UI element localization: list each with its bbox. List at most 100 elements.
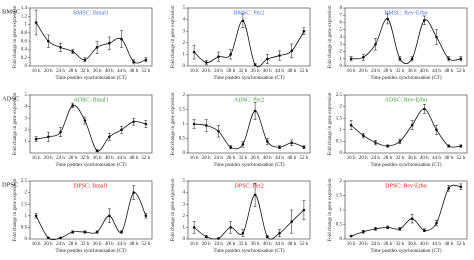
x-tick-label: 48 h <box>444 242 453 247</box>
x-tick-label: 36 h <box>93 242 102 247</box>
chart-title: BMSC: Rev-Erbα <box>384 10 428 16</box>
x-tick-label: 52 h <box>142 69 151 74</box>
y-tick-label: 2 <box>183 41 186 46</box>
y-tick-label: 1.5 <box>336 194 343 199</box>
x-tick-label: 48 h <box>444 69 453 74</box>
x-tick-label: 28 h <box>226 156 235 161</box>
x-tick-label: 28 h <box>383 156 392 161</box>
x-tick-label: 36 h <box>251 242 260 247</box>
x-tick-label: 16 h <box>190 69 199 74</box>
plot-frame <box>29 94 153 154</box>
point <box>47 39 50 43</box>
y-tick-label: 5 <box>340 28 343 33</box>
point <box>253 109 257 113</box>
y-tick-label: 1.2 <box>21 14 28 19</box>
x-tick-label: 16 h <box>347 156 356 161</box>
x-tick-label: 20 h <box>202 242 211 247</box>
x-tick-label: 28 h <box>226 69 235 74</box>
point <box>205 235 208 238</box>
point <box>144 214 148 218</box>
point <box>423 107 426 111</box>
x-tick-label: 24 h <box>371 242 380 247</box>
x-tick-label: 20 h <box>44 69 53 74</box>
x-tick-label: 44 h <box>432 69 441 74</box>
point <box>302 208 306 212</box>
point <box>362 56 365 59</box>
line <box>350 184 461 237</box>
point <box>410 57 414 61</box>
point <box>386 17 390 21</box>
y-axis-label: Fold change in gene expression <box>171 92 176 156</box>
chart-title: ADSC: Per2 <box>234 97 264 103</box>
point <box>253 63 257 67</box>
line <box>35 22 147 64</box>
plot-frame <box>29 7 153 67</box>
y-tick-label: 0 <box>183 151 186 156</box>
x-tick-label: 44 h <box>117 242 126 247</box>
x-tick-label: 52 h <box>457 69 466 74</box>
x-tick-label: 40 h <box>105 69 114 74</box>
y-tick-label: 0.8 <box>21 31 28 36</box>
y-axis-label: Fold change in gene expression <box>171 178 176 242</box>
x-axis-label: Time postdex synchronisation (CT) <box>213 76 284 81</box>
point <box>386 226 390 229</box>
point <box>290 141 294 145</box>
x-tick-label: 48 h <box>287 156 296 161</box>
y-tick-label: 3 <box>25 116 28 121</box>
chart-title: DPSC: Per2 <box>234 183 263 189</box>
y-tick-label: 1 <box>25 140 28 145</box>
chart-title: ADSC: Bmal1 <box>73 97 108 103</box>
y-tick-label: 2 <box>340 179 343 184</box>
x-tick-label: 20 h <box>44 156 53 161</box>
x-tick-label: 40 h <box>420 242 429 247</box>
x-tick-label: 24 h <box>56 156 65 161</box>
y-tick-label: 0 <box>25 237 28 242</box>
x-tick-label: 24 h <box>214 69 223 74</box>
line <box>193 194 305 240</box>
y-tick-label: 0.2 <box>21 56 28 61</box>
point <box>108 135 111 139</box>
point <box>374 42 377 46</box>
point <box>398 227 402 231</box>
x-tick-label: 20 h <box>359 242 368 247</box>
point <box>95 230 99 234</box>
point <box>95 149 99 152</box>
y-tick-label: 3 <box>183 29 186 34</box>
point <box>374 227 377 231</box>
point <box>59 130 62 134</box>
x-tick-label: 28 h <box>68 156 77 161</box>
x-tick-label: 48 h <box>129 242 138 247</box>
point <box>349 57 353 61</box>
x-tick-label: 52 h <box>142 242 151 247</box>
x-tick-label: 48 h <box>444 156 453 161</box>
point <box>241 19 245 23</box>
point <box>217 55 220 59</box>
point <box>108 41 111 45</box>
x-tick-label: 52 h <box>457 156 466 161</box>
y-axis-label: Fold change in gene expression <box>13 5 18 69</box>
point <box>459 144 463 148</box>
x-tick-label: 52 h <box>300 242 309 247</box>
point <box>132 120 135 123</box>
x-tick-label: 28 h <box>68 242 77 247</box>
y-tick-label: 2 <box>340 50 343 55</box>
x-tick-label: 16 h <box>190 156 199 161</box>
point <box>132 191 135 194</box>
y-tick-label: 5 <box>25 93 28 98</box>
y-tick-label: 4 <box>183 191 186 196</box>
x-tick-label: 36 h <box>408 69 417 74</box>
x-tick-label: 40 h <box>105 242 114 247</box>
y-tick-label: 1 <box>340 208 343 213</box>
point <box>266 57 269 61</box>
y-tick-label: 1 <box>183 122 186 127</box>
point <box>435 35 438 39</box>
point <box>59 46 62 49</box>
point <box>278 145 281 149</box>
y-axis-label: Fold change in gene expression <box>13 178 18 242</box>
x-tick-label: 16 h <box>32 69 41 74</box>
y-axis-label: Fold change in gene expression <box>328 92 333 156</box>
point <box>132 60 135 64</box>
point <box>459 57 463 61</box>
y-tick-label: 0 <box>183 64 186 69</box>
x-tick-label: 24 h <box>371 69 380 74</box>
